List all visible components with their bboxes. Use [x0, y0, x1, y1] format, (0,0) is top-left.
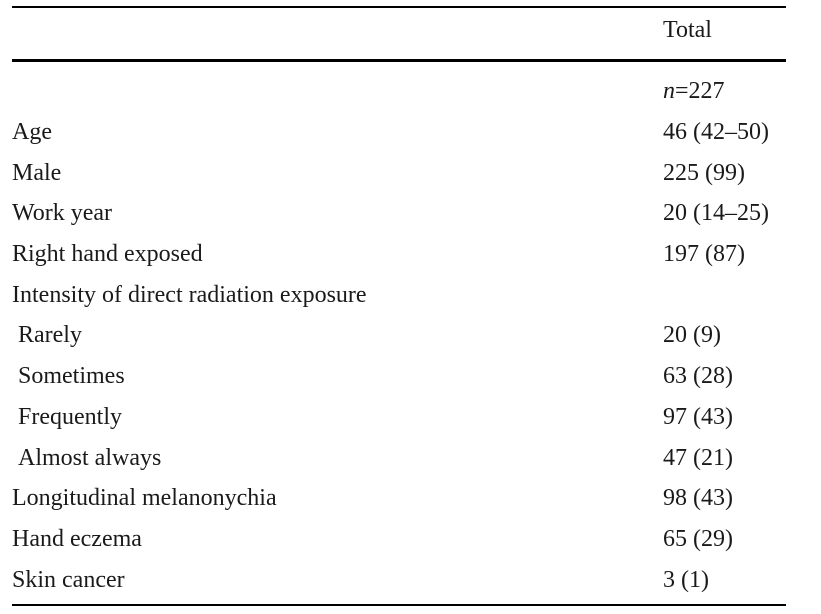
table-row-subitem: Almost always 47 (21)	[0, 442, 821, 483]
row-label: Age	[12, 119, 52, 145]
row-value: 20 (9)	[663, 322, 721, 349]
table-top-rule	[12, 6, 786, 8]
row-label: Sometimes	[18, 363, 125, 390]
table-row-subitem: Sometimes 63 (28)	[0, 360, 821, 401]
row-value: 97 (43)	[663, 403, 733, 430]
table-row-subitem: Frequently 97 (43)	[0, 401, 821, 442]
row-value: 3 (1)	[663, 566, 709, 593]
row-value: 47 (21)	[663, 444, 733, 471]
row-label: Male	[12, 159, 62, 186]
row-label: Frequently	[18, 403, 122, 430]
row-label: Almost always	[18, 444, 162, 471]
row-label: Longitudinal melanonychia	[12, 485, 277, 512]
sample-size: n=227	[663, 75, 725, 107]
table-body: Age 46 (42–50) Male 225 (99) Work year 2…	[0, 116, 821, 604]
row-label: Hand eczema	[12, 525, 142, 552]
table-row-subitem: Rarely 20 (9)	[0, 319, 821, 360]
table-bottom-rule	[12, 604, 786, 606]
row-value: 46 (42–50)	[663, 119, 769, 145]
table-row: Skin cancer 3 (1)	[0, 564, 821, 605]
row-label: Rarely	[18, 322, 82, 349]
row-value: 63 (28)	[663, 363, 733, 390]
table-row: Age 46 (42–50)	[0, 116, 821, 157]
table-row: Work year 20 (14–25)	[0, 197, 821, 238]
table-row: Hand eczema 65 (29)	[0, 523, 821, 564]
sample-size-variable: n	[663, 78, 675, 104]
row-value: 98 (43)	[663, 485, 733, 512]
table-header-rule	[12, 59, 786, 62]
table-row: Right hand exposed 197 (87)	[0, 238, 821, 279]
table-row: Longitudinal melanonychia 98 (43)	[0, 482, 821, 523]
row-label: Skin cancer	[12, 566, 125, 593]
row-value: 225 (99)	[663, 159, 745, 186]
column-header-total: Total	[663, 17, 712, 43]
row-value: 20 (14–25)	[663, 200, 769, 227]
row-value: 65 (29)	[663, 525, 733, 552]
table-row-group-heading: Intensity of direct radiation exposure	[0, 279, 821, 320]
table-row: Male 225 (99)	[0, 157, 821, 198]
row-value: 197 (87)	[663, 241, 745, 268]
sample-size-value: 227	[688, 78, 725, 104]
row-label: Intensity of direct radiation exposure	[12, 281, 367, 308]
row-label: Right hand exposed	[12, 241, 203, 268]
sample-size-equals: =	[675, 78, 689, 104]
row-label: Work year	[12, 200, 113, 227]
